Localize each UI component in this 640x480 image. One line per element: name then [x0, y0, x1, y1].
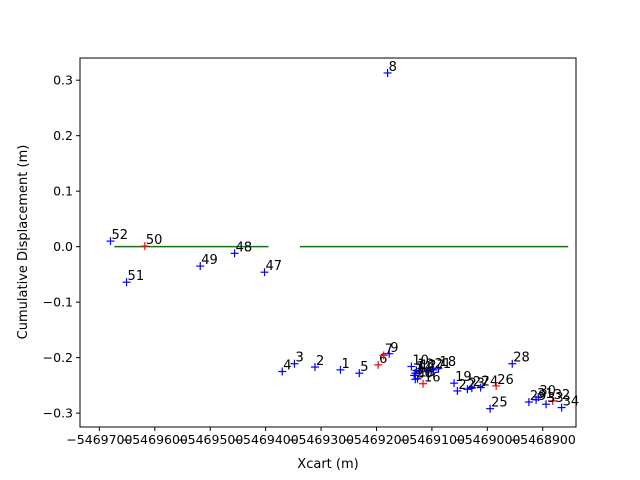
point-label: 28: [513, 351, 530, 366]
y-tick-label: 0.1: [53, 184, 73, 199]
data-point: 8: [383, 60, 397, 77]
point-label: 30: [539, 384, 556, 399]
data-point: 28: [508, 351, 530, 368]
point-label: 3: [295, 351, 303, 366]
point-label: 8: [389, 60, 397, 75]
data-point: 18: [434, 355, 457, 373]
point-label: 48: [236, 240, 253, 255]
plot-layer: 1234567891011121314151617181920212223242…: [106, 60, 579, 413]
data-point: 13: [412, 357, 434, 375]
point-label: 18: [440, 355, 457, 370]
x-tick-label: −5469300: [288, 432, 354, 447]
data-point: 2: [310, 354, 324, 372]
point-label: 27: [473, 375, 490, 390]
point-label: 31: [537, 387, 554, 402]
data-point: 19: [450, 370, 472, 388]
data-point: 48: [230, 240, 253, 258]
y-tick-label: −0.2: [43, 350, 73, 365]
point-label: 52: [111, 228, 128, 243]
x-tick-label: −5469500: [177, 432, 243, 447]
point-label: 2: [316, 354, 324, 369]
data-point: 51: [122, 269, 145, 287]
data-point: 9: [385, 341, 399, 358]
data-point: 47: [260, 259, 283, 277]
point-label: 26: [497, 373, 514, 388]
y-tick-label: 0.3: [53, 73, 73, 88]
point-label: 5: [360, 360, 368, 375]
x-tick-label: −5468900: [510, 432, 576, 447]
point-label: 4: [283, 359, 291, 374]
x-axis-label: Xcart (m): [297, 457, 358, 472]
point-label: 51: [128, 269, 145, 284]
data-point: 49: [196, 253, 218, 271]
x-tick-label: −5469400: [233, 432, 299, 447]
y-tick-label: 0.0: [53, 239, 73, 254]
data-point: 5: [355, 360, 369, 378]
point-label: 47: [266, 259, 283, 274]
data-point: 27: [467, 375, 490, 393]
data-point: 52: [106, 228, 128, 246]
point-label: 25: [491, 396, 508, 411]
data-point: 50: [140, 233, 163, 251]
point-label: 50: [146, 233, 163, 248]
y-tick-label: 0.2: [53, 128, 73, 143]
x-tick-label: −5469000: [454, 432, 520, 447]
point-label: 13: [417, 357, 434, 372]
axes-frame: [79, 57, 577, 428]
point-label: 10: [412, 354, 429, 369]
y-tick-label: −0.3: [43, 406, 73, 421]
point-label: 32: [554, 388, 571, 403]
point-label: 34: [563, 395, 580, 410]
data-point: 31: [532, 387, 554, 404]
point-label: 16: [424, 371, 441, 386]
point-label: 19: [455, 370, 472, 385]
x-tick-label: −5469100: [399, 432, 465, 447]
data-point: 34: [557, 395, 580, 412]
data-point: 33: [542, 391, 564, 409]
y-axis-ticks: −0.3 −0.2 −0.1 0.0 0.1 0.2 0.3: [43, 73, 80, 421]
point-label: 21: [435, 357, 452, 372]
x-tick-label: −5469200: [343, 432, 409, 447]
data-point: 16: [419, 371, 441, 388]
point-label: 20: [416, 366, 433, 381]
data-point: 20: [411, 366, 433, 384]
point-label: 33: [547, 391, 564, 406]
x-tick-label: −5469600: [122, 432, 188, 447]
point-label: 1: [341, 357, 349, 372]
y-axis-label: Cumulative Displacement (m): [16, 145, 31, 340]
data-point: 3: [290, 351, 304, 368]
y-tick-label: −0.1: [43, 295, 73, 310]
data-point: 10: [407, 354, 429, 371]
data-point: 32: [548, 388, 571, 405]
point-label: 9: [390, 341, 398, 356]
x-axis-ticks: −5469700−5469600−5469500−5469400−5469300…: [66, 427, 576, 447]
data-point: 1: [336, 357, 350, 374]
data-point: 26: [492, 373, 514, 390]
point-label: 49: [201, 253, 218, 268]
data-point: 4: [278, 359, 292, 376]
data-point: 25: [486, 396, 508, 413]
data-point: 21: [429, 357, 452, 374]
x-tick-label: −5469700: [66, 432, 132, 447]
